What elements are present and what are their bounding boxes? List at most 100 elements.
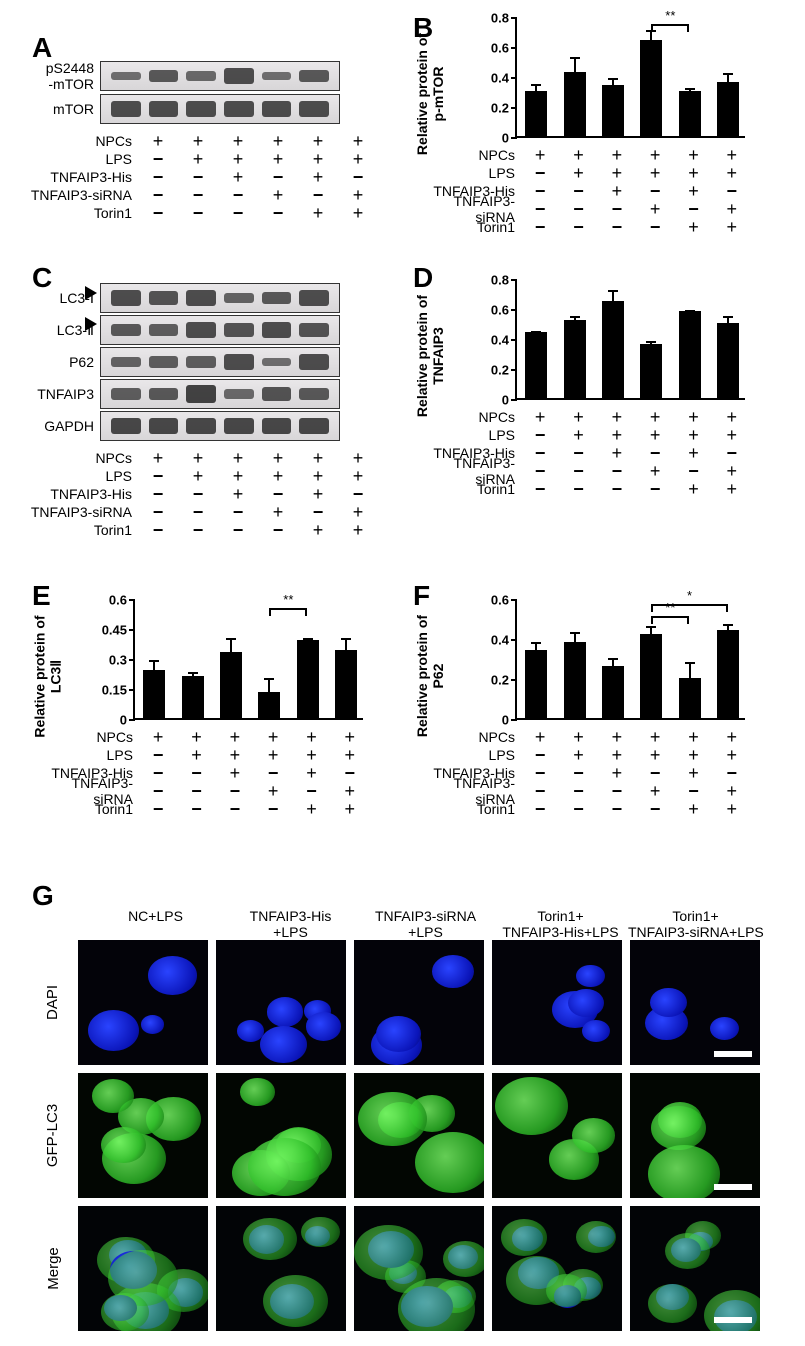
condition-mark: − [298, 504, 338, 520]
chart-conditions: NPCs++++++LPS−+++++TNFAIP3-His−−+−+−TNFA… [420, 146, 780, 236]
error-bar [727, 73, 729, 82]
condition-mark: − [139, 783, 177, 799]
condition-mark: + [258, 450, 298, 466]
condition-row: LPS−+++++ [420, 164, 780, 182]
chart-ylabel: Relative protein of P62 [414, 606, 446, 746]
band [299, 418, 329, 434]
y-tick-label: 0.6 [109, 593, 135, 608]
condition-mark: + [218, 151, 258, 167]
condition-label: TNFAIP3-His [20, 169, 138, 185]
condition-row: TNFAIP3-siRNA−−−+−+ [20, 503, 378, 521]
condition-mark: − [258, 169, 298, 185]
condition-mark: + [636, 729, 674, 745]
condition-mark: − [559, 765, 597, 781]
condition-mark: − [218, 522, 258, 538]
micrograph-row [78, 1073, 768, 1198]
nucleus [260, 1026, 307, 1063]
condition-mark: + [598, 729, 636, 745]
band [149, 291, 179, 305]
bar [717, 82, 739, 136]
condition-mark: + [636, 409, 674, 425]
micrograph-cell [216, 1073, 346, 1198]
condition-label: LPS [20, 468, 138, 484]
band [186, 101, 216, 116]
bar [564, 72, 586, 137]
condition-mark: + [218, 169, 258, 185]
bar [564, 320, 586, 398]
western-blot-image [100, 61, 340, 91]
error-bar [535, 84, 537, 92]
error-bar [574, 316, 576, 321]
condition-mark: − [598, 801, 636, 817]
condition-mark: − [521, 481, 559, 497]
band [224, 293, 254, 304]
micrograph-column-label: NC+LPS [88, 908, 223, 940]
band [224, 389, 254, 399]
condition-mark: + [521, 729, 559, 745]
gfp-signal [704, 1290, 760, 1331]
y-tick-label: 0.15 [102, 683, 135, 698]
gfp-signal [648, 1284, 697, 1323]
error-bar [535, 642, 537, 650]
condition-mark: + [298, 169, 338, 185]
nucleus [88, 1010, 139, 1051]
band [111, 388, 141, 400]
error-bar [727, 316, 729, 324]
condition-mark: + [258, 151, 298, 167]
gfp-signal [243, 1218, 296, 1261]
condition-mark: + [331, 801, 369, 817]
condition-row: TNFAIP3-siRNA−−−+−+ [38, 782, 398, 800]
y-tick-label: 0.3 [109, 653, 135, 668]
condition-mark: − [559, 801, 597, 817]
condition-mark: − [674, 201, 712, 217]
condition-mark: + [218, 468, 258, 484]
condition-mark: − [138, 522, 178, 538]
y-tick-label: 0.8 [491, 273, 517, 288]
bar [143, 670, 165, 718]
significance-label: * [687, 588, 692, 603]
condition-mark: − [559, 219, 597, 235]
significance-bar [651, 616, 689, 618]
error-bar [307, 638, 309, 640]
arrowhead-icon [85, 286, 97, 300]
condition-mark: + [713, 729, 751, 745]
condition-mark: + [713, 219, 751, 235]
condition-mark: − [521, 445, 559, 461]
bar [679, 311, 701, 398]
micrograph-cells [78, 940, 768, 1339]
condition-mark: + [138, 133, 178, 149]
condition-mark: − [338, 169, 378, 185]
condition-row: NPCs++++++ [420, 146, 780, 164]
western-blot-image [100, 315, 340, 345]
error-bar [268, 678, 270, 692]
band [149, 356, 179, 368]
condition-row: LPS−+++++ [38, 746, 398, 764]
nucleus [582, 1020, 610, 1042]
condition-mark: − [218, 187, 258, 203]
blot-label: mTOR [20, 101, 100, 117]
condition-mark: + [331, 783, 369, 799]
condition-mark: + [521, 147, 559, 163]
error-bar [574, 57, 576, 72]
condition-mark: + [258, 504, 298, 520]
y-tick-label: 0.6 [491, 593, 517, 608]
condition-mark: + [177, 747, 215, 763]
condition-mark: + [218, 133, 258, 149]
bar [717, 630, 739, 718]
condition-label: LPS [420, 427, 521, 443]
gfp-signal [495, 1077, 568, 1135]
western-blot-row: P62 [20, 347, 378, 377]
error-bar [650, 341, 652, 344]
condition-mark: + [338, 133, 378, 149]
band [262, 358, 292, 367]
condition-mark: + [598, 747, 636, 763]
scale-bar [714, 1317, 752, 1323]
error-bar [345, 638, 347, 650]
condition-label: Torin1 [420, 801, 521, 817]
condition-mark: − [521, 427, 559, 443]
condition-mark: − [292, 783, 330, 799]
band [262, 322, 292, 337]
condition-mark: − [298, 187, 338, 203]
nucleus [568, 989, 604, 1018]
condition-row: TNFAIP3-His−−+−+− [20, 168, 378, 186]
